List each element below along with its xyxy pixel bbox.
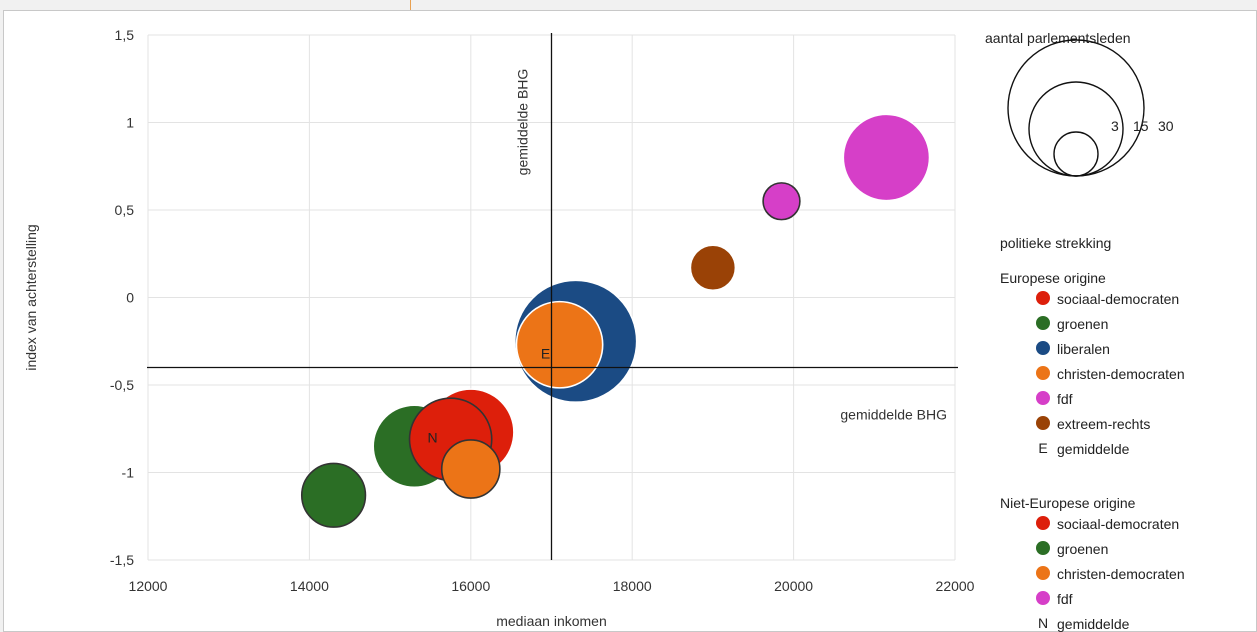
legend-group-title: Niet-Europese origine	[1000, 495, 1136, 511]
legend-item-label: christen-democraten	[1057, 566, 1185, 582]
legend-item-label: sociaal-democraten	[1057, 516, 1179, 532]
legend-item-label: sociaal-democraten	[1057, 291, 1179, 307]
reference-label-horizontal: gemiddelde BHG	[840, 407, 947, 423]
y-tick-label: -0,5	[110, 377, 134, 393]
legend-item-label: groenen	[1057, 316, 1108, 332]
y-tick-label: -1,5	[110, 552, 134, 568]
size-legend-label: 30	[1158, 118, 1174, 134]
legend-dot-groenen	[1036, 541, 1050, 555]
legend-dot-sociaal-democraten	[1036, 516, 1050, 530]
legend-dot-fdf	[1036, 391, 1050, 405]
y-axis-title: index van achterstelling	[23, 224, 39, 370]
y-tick-label: 1	[126, 115, 134, 131]
legend-item-label: extreem-rechts	[1057, 416, 1150, 432]
y-tick-label: 1,5	[115, 27, 135, 43]
x-tick-label: 18000	[613, 578, 652, 594]
legend-item-label: christen-democraten	[1057, 366, 1185, 382]
legend-dot-sociaal-democraten	[1036, 291, 1050, 305]
size-legend-title: aantal parlementsleden	[985, 30, 1131, 46]
legend-dot-extreem-rechts	[1036, 416, 1050, 430]
bubble-fdf	[762, 182, 801, 221]
size-legend-circle	[1007, 39, 1145, 177]
size-legend-circle	[1028, 81, 1124, 177]
y-tick-label: 0	[126, 290, 134, 306]
bubble-fdf	[842, 113, 931, 202]
legend-dot-liberalen	[1036, 341, 1050, 355]
legend-item-label: groenen	[1057, 541, 1108, 557]
legend-dot-groenen	[1036, 316, 1050, 330]
x-tick-label: 16000	[451, 578, 490, 594]
bubble-christen-democraten	[515, 300, 604, 389]
x-tick-label: 20000	[774, 578, 813, 594]
legend-dot-christen-democraten	[1036, 566, 1050, 580]
average-marker-E: E	[541, 346, 550, 362]
reference-label-vertical: gemiddelde BHG	[515, 69, 531, 176]
legend-letter-marker: E	[1038, 440, 1047, 456]
x-tick-label: 14000	[290, 578, 329, 594]
bubble-extreem-rechts	[689, 244, 737, 292]
legend-item-label: liberalen	[1057, 341, 1110, 357]
legend-item-label: fdf	[1057, 591, 1073, 607]
legend-item-label: gemiddelde	[1057, 441, 1130, 457]
legend-item-label: fdf	[1057, 391, 1073, 407]
color-legend-title: politieke strekking	[1000, 235, 1111, 251]
legend-item-label: gemiddelde	[1057, 616, 1130, 632]
legend-dot-christen-democraten	[1036, 366, 1050, 380]
bubble-christen-democraten	[440, 439, 501, 499]
average-marker-N: N	[428, 430, 438, 446]
size-legend-label: 15	[1133, 118, 1149, 134]
window-tab-edge	[410, 0, 1251, 11]
y-tick-label: 0,5	[115, 202, 135, 218]
x-tick-label: 22000	[936, 578, 975, 594]
size-legend-label: 3	[1111, 118, 1119, 134]
size-legend-circle	[1053, 131, 1099, 177]
legend-letter-marker: N	[1038, 615, 1048, 631]
legend-group-title: Europese origine	[1000, 270, 1106, 286]
legend-dot-fdf	[1036, 591, 1050, 605]
x-axis-title: mediaan inkomen	[496, 613, 607, 629]
bubble-groenen	[300, 462, 367, 528]
y-tick-label: -1	[122, 465, 135, 481]
x-tick-label: 12000	[129, 578, 168, 594]
